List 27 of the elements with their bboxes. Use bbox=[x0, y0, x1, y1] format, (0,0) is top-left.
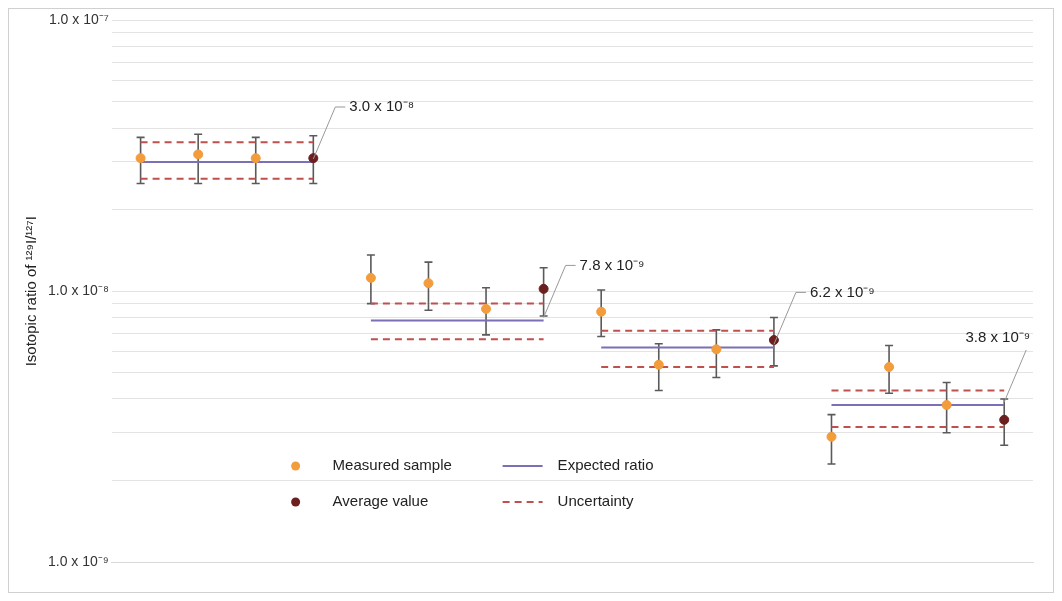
data-label: 6.2 x 10⁻⁹ bbox=[809, 282, 875, 300]
point bbox=[423, 278, 434, 289]
data-label: 3.0 x 10⁻⁸ bbox=[349, 97, 415, 115]
y-axis-title: Isotopic ratio of ¹²⁹I/¹²⁷I bbox=[22, 216, 40, 367]
legend-label: Uncertainty bbox=[557, 492, 634, 510]
data-label: 7.8 x 10⁻⁹ bbox=[579, 255, 645, 273]
point bbox=[308, 153, 319, 164]
y-tick-label: 1.0 x 10⁻⁸ bbox=[48, 282, 109, 299]
legend-label: Average value bbox=[332, 492, 429, 510]
legend-label: Expected ratio bbox=[557, 456, 654, 474]
y-tick-label: 1.0 x 10⁻⁹ bbox=[48, 552, 109, 569]
y-tick-label: 1.0 x 10⁻⁷ bbox=[48, 11, 109, 28]
point bbox=[538, 283, 549, 294]
legend-label: Measured sample bbox=[332, 456, 452, 474]
point bbox=[193, 149, 204, 160]
point bbox=[999, 414, 1010, 425]
point bbox=[653, 359, 664, 370]
point bbox=[884, 361, 895, 372]
point bbox=[481, 303, 492, 314]
point bbox=[135, 153, 146, 164]
point bbox=[941, 400, 952, 410]
point bbox=[250, 153, 261, 164]
point bbox=[711, 344, 722, 355]
point bbox=[826, 431, 837, 442]
point bbox=[365, 272, 376, 283]
point bbox=[596, 306, 607, 317]
data-label: 3.8 x 10⁻⁹ bbox=[965, 328, 1031, 346]
